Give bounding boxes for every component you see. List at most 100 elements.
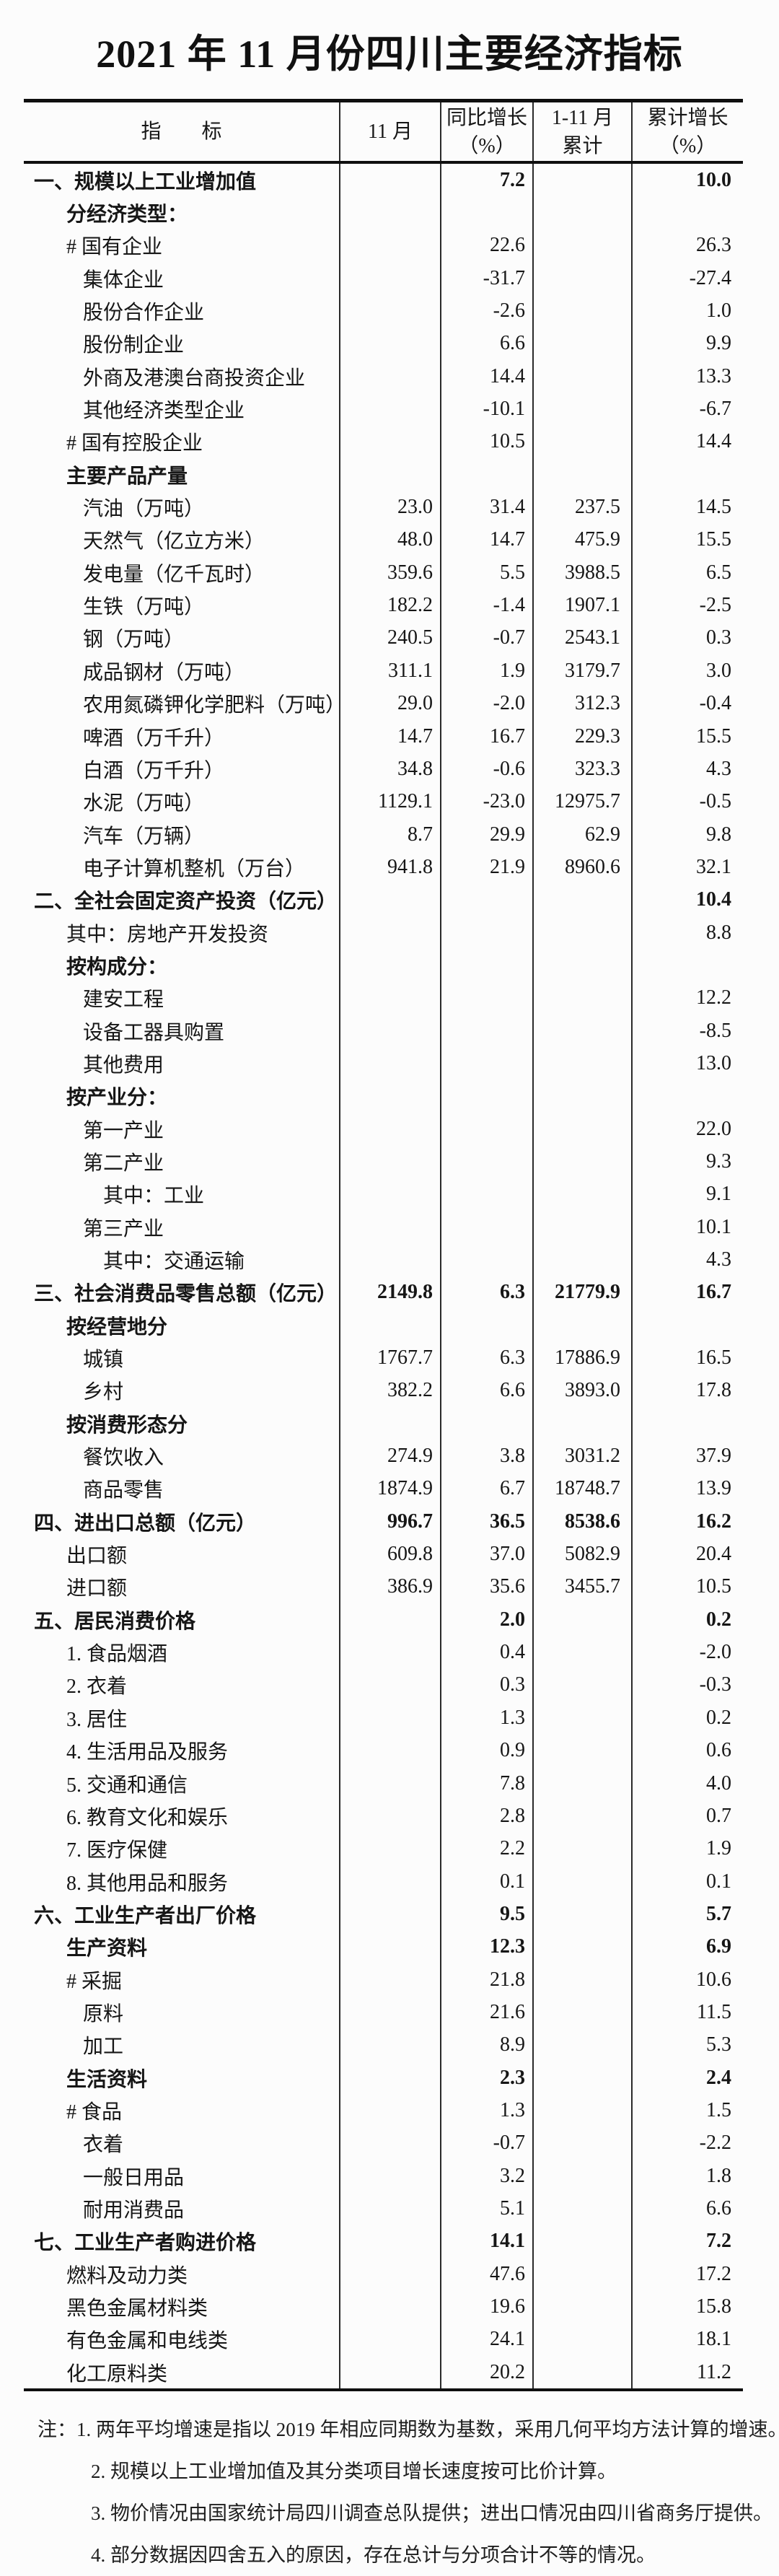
- cell-cumulative-growth-value: 18.1: [696, 2328, 731, 2351]
- cell-month-value: [340, 196, 441, 229]
- cell-yoy-growth-value: [441, 1309, 534, 1342]
- table-row: 燃料及动力类 47.6 17.2: [24, 2258, 743, 2291]
- row-indicator-label: 加工: [24, 2028, 340, 2062]
- cell-month-value: 182.2: [340, 589, 441, 622]
- cell-cumulative-growth-value: 9.3: [706, 1149, 731, 1173]
- cell-month-value: [340, 2094, 441, 2127]
- cell-yoy-growth-value: 20.2: [441, 2356, 534, 2389]
- cell-yoy-growth-value: [441, 1145, 534, 1178]
- cell-cumulative-value: [534, 458, 633, 491]
- cell-month-value: [340, 262, 441, 295]
- row-indicator-label: 设备工器具购置: [24, 1014, 340, 1048]
- row-indicator-label: 生铁（万吨）: [24, 589, 340, 622]
- row-indicator-label: 一、规模以上工业增加值: [24, 164, 340, 197]
- row-indicator-label: 7. 医疗保健: [24, 1832, 340, 1865]
- cell-cumulative-value: [534, 1211, 633, 1244]
- cell-month-value: 29.0: [340, 687, 441, 720]
- cell-yoy-growth-value: [441, 883, 534, 916]
- cell-cumulative-growth-value: 15.5: [696, 528, 731, 551]
- cell-month-value: [340, 425, 441, 459]
- cell-yoy-growth-value: [441, 1079, 534, 1113]
- row-indicator-label: 8. 其他用品和服务: [24, 1865, 340, 1898]
- cell-cumulative-value: [534, 2061, 633, 2095]
- cell-cumulative-value: [534, 229, 633, 263]
- cell-cumulative-value: [534, 2258, 633, 2291]
- cell-cumulative-growth-value: -27.4: [689, 266, 731, 289]
- cell-cumulative-value: [534, 1963, 633, 1997]
- table-row: 主要产品产量: [24, 458, 743, 491]
- row-indicator-label: 汽油（万吨）: [24, 491, 340, 524]
- cell-cumulative-growth-value: 11.5: [697, 2000, 731, 2023]
- table-row: 6. 教育文化和娱乐 2.8 0.7: [24, 1800, 743, 1833]
- cell-month-value: [340, 458, 441, 491]
- cell-yoy-growth-value: 1.9: [441, 654, 534, 688]
- row-indicator-label: 六、工业生产者出厂价格: [24, 1898, 340, 1931]
- cell-yoy-growth-value: 7.2: [441, 164, 534, 197]
- cell-cumulative-growth-value: 14.4: [696, 430, 731, 453]
- cell-yoy-growth-value: [441, 1243, 534, 1276]
- row-indicator-label: 其中：工业: [24, 1178, 340, 1211]
- table-row: 耐用消费品 5.1 6.6: [24, 2192, 743, 2225]
- row-indicator-label: 第一产业: [24, 1112, 340, 1146]
- cell-cumulative-value: [534, 425, 633, 459]
- cell-cumulative-growth-value: 14.5: [696, 496, 731, 519]
- row-indicator-label: 外商及港澳台商投资企业: [24, 360, 340, 393]
- cell-cumulative-value: 1907.1: [534, 589, 633, 622]
- table-row: # 国有企业 22.6 26.3: [24, 229, 743, 263]
- row-indicator-label: # 国有企业: [24, 229, 340, 263]
- cell-cumulative-value: [534, 393, 633, 426]
- cell-cumulative-growth-value: -2.5: [699, 594, 731, 617]
- cell-yoy-growth-value: 14.4: [441, 360, 534, 393]
- cell-yoy-growth-value: 0.1: [441, 1865, 534, 1898]
- cell-cumulative-value: [534, 2356, 633, 2389]
- cell-month-value: [340, 1178, 441, 1211]
- cell-yoy-growth-value: 12.3: [441, 1930, 534, 1963]
- row-indicator-label: 农用氮磷钾化学肥料（万吨）: [24, 687, 346, 720]
- cell-cumulative-growth-value: 0.6: [706, 1739, 731, 1762]
- cell-cumulative-growth-value: -6.7: [699, 398, 731, 421]
- table-row: 按产业分：: [24, 1079, 743, 1113]
- row-indicator-label: 其中：房地产开发投资: [24, 916, 340, 950]
- cell-yoy-growth-value: 6.3: [441, 1341, 534, 1375]
- cell-cumulative-value: 12975.7: [534, 785, 633, 818]
- cell-cumulative-growth-value: 10.4: [696, 888, 731, 911]
- row-indicator-label: # 采掘: [24, 1963, 340, 1997]
- row-indicator-label: 第三产业: [24, 1211, 340, 1244]
- cell-cumulative-growth-value: 4.0: [706, 1771, 731, 1795]
- table-row: 钢（万吨） 240.5 -0.7 2543.1 0.3: [24, 621, 743, 655]
- cell-month-value: [340, 949, 441, 982]
- cell-cumulative-growth-value: 13.9: [696, 1477, 731, 1500]
- table-row: 电子计算机整机（万台） 941.8 21.9 8960.6 32.1: [24, 851, 743, 884]
- cell-yoy-growth-value: 8.9: [441, 2028, 534, 2062]
- table-row: 设备工器具购置 -8.5: [24, 1014, 743, 1048]
- header-cum-line2: 累计: [562, 134, 603, 157]
- cell-cumulative-growth-value: 16.7: [696, 1281, 731, 1304]
- table-row: 按消费形态分: [24, 1407, 743, 1440]
- cell-cumulative-value: 21779.9: [534, 1276, 633, 1310]
- row-indicator-label: 按消费形态分: [24, 1407, 340, 1440]
- cell-month-value: [340, 1112, 441, 1146]
- table-row: 生产资料 12.3 6.9: [24, 1930, 743, 1963]
- cell-cumulative-value: 229.3: [534, 719, 633, 753]
- cell-month-value: 23.0: [340, 491, 441, 524]
- cell-cumulative-value: [534, 1047, 633, 1080]
- cell-month-value: [340, 1636, 441, 1669]
- table-row: 第一产业 22.0: [24, 1112, 743, 1146]
- row-indicator-label: 其中：交通运输: [24, 1243, 340, 1276]
- cell-month-value: [340, 1079, 441, 1113]
- cell-cumulative-value: 8960.6: [534, 851, 633, 884]
- cell-cumulative-value: [534, 981, 633, 1015]
- row-indicator-label: 按构成分：: [24, 949, 340, 982]
- footnote-4: 4. 部分数据因四舍五入的原因，存在总计与分项合计不等的情况。: [91, 2544, 656, 2567]
- row-indicator-label: 啤酒（万千升）: [24, 719, 340, 753]
- row-indicator-label: 5. 交通和通信: [24, 1766, 340, 1800]
- cell-cumulative-value: [534, 1996, 633, 2029]
- page-title: 2021 年 11 月份四川主要经济指标: [96, 32, 683, 76]
- cell-cumulative-growth-value: 10.1: [696, 1215, 731, 1238]
- cell-yoy-growth-value: 5.5: [441, 556, 534, 590]
- cell-cumulative-value: [534, 360, 633, 393]
- cell-cumulative-growth-value: -0.4: [699, 692, 731, 715]
- cell-cumulative-growth-value: 17.2: [696, 2262, 731, 2285]
- cell-yoy-growth-value: 29.9: [441, 818, 534, 851]
